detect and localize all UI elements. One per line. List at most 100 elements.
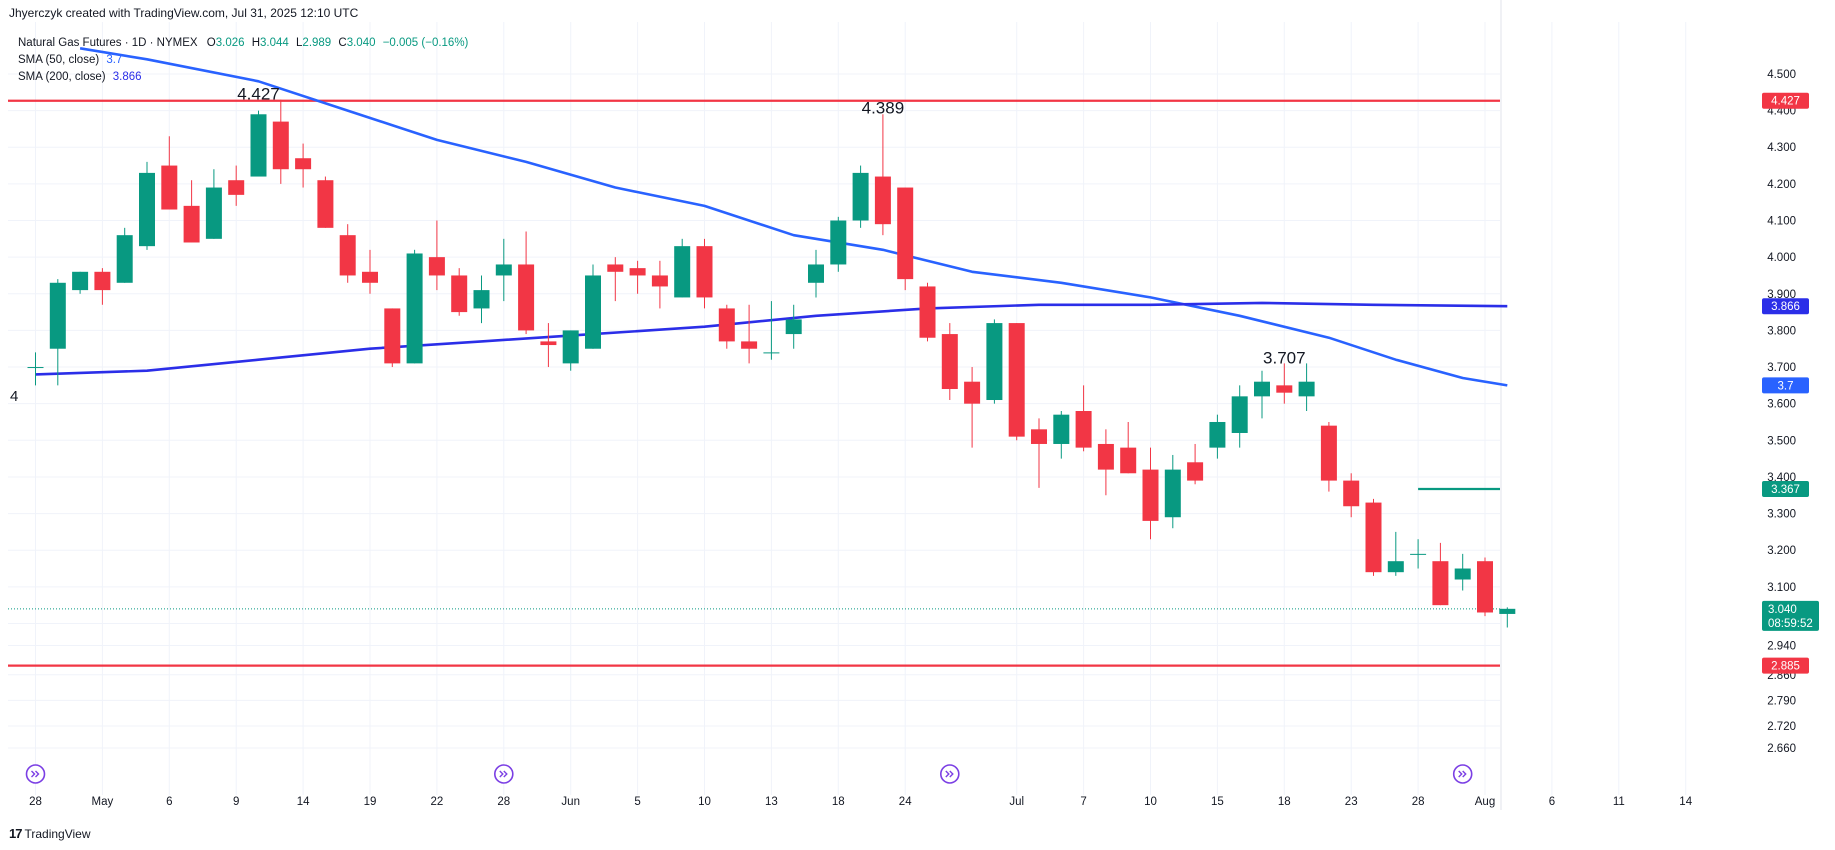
y-tick-label: 3.700 [1767, 362, 1796, 374]
high-value: 3.044 [260, 37, 289, 49]
candle [362, 249, 378, 294]
candle-body [964, 381, 981, 404]
candle-body [1477, 561, 1493, 613]
x-tick-label: 10 [1144, 796, 1157, 808]
candle-body [295, 158, 312, 170]
candle [629, 260, 646, 294]
x-tick-label: Jul [1009, 796, 1024, 808]
sma200-row[interactable]: SMA (200, close) 3.866 [18, 69, 468, 86]
candle [919, 282, 936, 342]
event-marker-icon[interactable] [939, 764, 960, 784]
event-chevrons [945, 770, 954, 778]
x-tick-label: 28 [1412, 796, 1425, 808]
sma50-row[interactable]: SMA (50, close) 3.7 [18, 52, 468, 69]
x-tick-label: 28 [29, 796, 42, 808]
tradingview-logo-icon: 17 [9, 826, 23, 841]
y-tick-label: 4.200 [1767, 179, 1796, 191]
candle [674, 238, 691, 298]
y-axis: 4.5004.4004.3004.2004.1004.0003.9003.800… [1767, 69, 1796, 755]
open-label: O [206, 37, 216, 49]
candle [1142, 447, 1159, 540]
y-tick-label: 2.660 [1767, 743, 1796, 755]
candle [1209, 414, 1226, 459]
y-tick-label: 3.600 [1767, 399, 1796, 411]
y-tick-label: 2.940 [1767, 640, 1796, 652]
candle [451, 268, 468, 316]
candle-body [986, 323, 1003, 401]
candle-body [1164, 469, 1181, 518]
sma200-value: 3.866 [112, 71, 142, 83]
candle [183, 180, 200, 243]
candle-body [1454, 568, 1471, 580]
candle-body [540, 341, 557, 346]
target-price-tag: 3.367 [1762, 481, 1809, 498]
candle [852, 165, 869, 228]
candle-body [1231, 396, 1248, 433]
x-tick-label: 24 [899, 796, 912, 808]
candle-body [250, 114, 267, 177]
candle-body [94, 271, 111, 291]
candle [1365, 498, 1382, 576]
candle-body [919, 286, 936, 338]
candle [272, 99, 289, 184]
candle-body [585, 275, 601, 349]
candle [161, 136, 178, 210]
candle-body [228, 180, 245, 195]
candle-body [1097, 443, 1114, 470]
candle [428, 220, 445, 291]
level-price-tag: 2.885 [1762, 657, 1809, 674]
candle [1410, 539, 1427, 569]
event-marker-icon[interactable] [1452, 764, 1473, 784]
close-value: 3.040 [346, 37, 376, 49]
x-tick-label: 9 [233, 796, 239, 808]
candle [1053, 411, 1070, 459]
candle-body [852, 172, 869, 221]
y-tick-label: 3.400 [1767, 472, 1796, 484]
x-tick-label: 28 [497, 796, 510, 808]
event-circle [25, 764, 46, 784]
event-marker-icon[interactable] [493, 764, 514, 784]
candle-body [49, 282, 66, 349]
chart-credit: Jhyerczyk created with TradingView.com, … [9, 6, 359, 20]
price-tag-bg [1762, 377, 1809, 394]
price-tag-text: 3.7 [1778, 380, 1794, 392]
candle [651, 260, 668, 309]
x-axis: 28 May 6 9 14 19 22 28 Jun 5 10 13 18 24 Jul 7 10 15 18 23 2… [29, 796, 1693, 808]
candle-body [428, 257, 445, 276]
candle [116, 227, 133, 283]
candle [1298, 363, 1315, 411]
candle [607, 257, 624, 302]
candle-body [562, 330, 579, 364]
candle-body [72, 271, 89, 291]
symbol-row[interactable]: Natural Gas Futures · 1D · NYMEX O3.026 … [18, 35, 468, 52]
candle-body [830, 220, 847, 265]
candle [495, 238, 512, 302]
price-tag-bg [1762, 92, 1809, 109]
x-tick-label: 19 [364, 796, 377, 808]
candle [339, 224, 356, 283]
x-tick-label: May [92, 796, 114, 808]
candle-body [406, 253, 423, 364]
candle [473, 275, 490, 324]
candle [27, 352, 44, 386]
event-circle [939, 764, 960, 784]
candles [27, 99, 1516, 628]
candle-body [741, 341, 758, 349]
candle-body [1298, 381, 1315, 397]
peak-annotation: 4.427 [237, 85, 280, 104]
footer-brand[interactable]: 17 TradingView [9, 826, 91, 841]
candle-body [674, 246, 691, 298]
candle-body [1075, 411, 1092, 448]
candle [763, 301, 780, 360]
candle [228, 165, 245, 206]
candle-body [183, 205, 200, 243]
candle [1343, 473, 1360, 518]
candle-body [116, 235, 133, 283]
candle-body [874, 176, 891, 225]
price-tag-text: 3.367 [1771, 484, 1800, 496]
event-marker-icon[interactable] [25, 764, 46, 784]
x-tick-label: 6 [166, 796, 172, 808]
x-tick-label: 7 [1080, 796, 1086, 808]
y-tick-label: 3.300 [1767, 509, 1796, 521]
